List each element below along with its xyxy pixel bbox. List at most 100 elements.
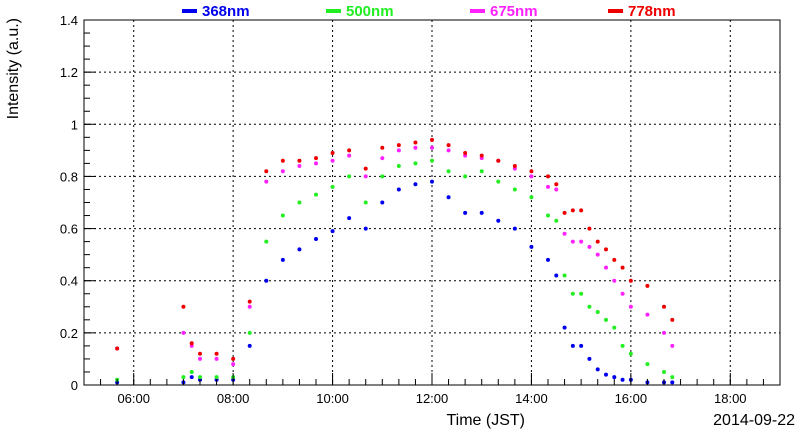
data-point-500nm <box>496 179 501 184</box>
data-point-675nm <box>570 239 575 244</box>
data-point-675nm <box>347 153 352 158</box>
data-point-368nm <box>612 375 617 380</box>
data-point-500nm <box>595 310 600 314</box>
data-point-500nm <box>446 169 451 174</box>
data-point-675nm <box>264 179 269 184</box>
data-point-500nm <box>463 174 468 179</box>
data-point-675nm <box>662 330 666 335</box>
data-point-778nm <box>198 351 202 356</box>
data-point-675nm <box>670 343 675 348</box>
data-point-500nm <box>380 174 385 179</box>
data-point-500nm <box>247 330 252 335</box>
data-point-500nm <box>430 158 434 163</box>
series-500nm <box>115 158 675 382</box>
data-point-368nm <box>189 375 194 380</box>
x-tick-label: 14:00 <box>515 391 548 406</box>
data-point-500nm <box>280 213 285 218</box>
data-point-778nm <box>115 346 120 351</box>
data-point-778nm <box>662 304 666 309</box>
legend: 368nm 500nm 675nm 778nm <box>182 3 676 20</box>
data-point-368nm <box>670 380 675 385</box>
data-point-778nm <box>670 317 675 322</box>
data-point-778nm <box>330 150 335 155</box>
data-point-675nm <box>612 278 617 283</box>
data-point-675nm <box>330 158 335 163</box>
data-point-778nm <box>628 278 633 283</box>
data-point-368nm <box>297 247 302 252</box>
y-tick-label: 0 <box>71 378 78 393</box>
y-tick-label: 1.4 <box>60 13 78 28</box>
y-tick-label: 0.8 <box>60 169 78 184</box>
data-point-675nm <box>413 145 418 150</box>
data-point-368nm <box>396 187 401 192</box>
y-tick-label: 0.2 <box>60 326 78 341</box>
data-point-778nm <box>529 169 534 174</box>
series-675nm <box>115 145 675 367</box>
data-point-675nm <box>579 239 584 244</box>
data-point-778nm <box>231 356 236 361</box>
data-point-368nm <box>463 210 468 215</box>
data-point-500nm <box>347 174 352 179</box>
data-point-500nm <box>546 213 550 218</box>
data-point-675nm <box>645 312 650 317</box>
data-point-675nm <box>446 148 451 153</box>
data-point-778nm <box>562 210 567 215</box>
series-778nm <box>115 137 675 361</box>
data-point-500nm <box>330 184 335 189</box>
data-point-368nm <box>512 226 517 231</box>
data-point-500nm <box>670 375 675 380</box>
data-point-368nm <box>363 226 368 231</box>
data-point-675nm <box>231 362 236 367</box>
data-point-675nm <box>620 291 625 296</box>
data-point-675nm <box>380 156 385 161</box>
data-point-368nm <box>587 356 592 361</box>
data-point-500nm <box>396 164 401 168</box>
data-point-368nm <box>570 343 575 348</box>
y-tick-label: 0.6 <box>60 222 78 237</box>
x-tick-label: 08:00 <box>217 391 250 406</box>
x-axis-title: Time (JST) <box>446 412 525 429</box>
data-point-675nm <box>562 231 567 236</box>
y-tick-label: 0.4 <box>60 274 78 289</box>
data-point-778nm <box>554 182 559 187</box>
data-point-368nm <box>330 229 335 234</box>
legend-label-675nm: 675nm <box>490 3 538 20</box>
data-point-778nm <box>479 153 484 158</box>
data-point-368nm <box>280 257 285 262</box>
data-point-500nm <box>612 325 617 330</box>
data-point-368nm <box>604 372 608 377</box>
data-point-778nm <box>314 156 318 161</box>
data-point-368nm <box>496 218 501 223</box>
data-point-500nm <box>198 375 202 380</box>
data-point-500nm <box>363 200 368 205</box>
data-point-778nm <box>214 351 219 356</box>
grid-lines <box>84 20 780 385</box>
data-point-778nm <box>446 143 451 148</box>
data-point-500nm <box>479 169 484 174</box>
data-point-368nm <box>314 237 318 241</box>
data-point-778nm <box>396 143 401 148</box>
y-tick-label: 1.2 <box>60 65 78 80</box>
data-point-675nm <box>430 145 434 150</box>
data-point-368nm <box>579 343 584 348</box>
data-point-675nm <box>297 164 302 168</box>
data-point-500nm <box>181 375 186 380</box>
data-point-778nm <box>579 208 584 213</box>
legend-label-368nm: 368nm <box>202 3 250 20</box>
x-tick-label: 16:00 <box>615 391 648 406</box>
data-point-778nm <box>264 169 269 174</box>
data-point-500nm <box>264 239 269 244</box>
legend-label-500nm: 500nm <box>346 3 394 20</box>
data-point-778nm <box>181 304 186 309</box>
data-point-500nm <box>570 291 575 296</box>
data-point-368nm <box>430 179 434 184</box>
data-point-368nm <box>529 244 534 249</box>
data-point-778nm <box>595 239 600 244</box>
data-point-368nm <box>380 200 385 205</box>
data-point-500nm <box>214 375 219 380</box>
data-point-500nm <box>314 192 318 197</box>
data-point-675nm <box>198 356 202 361</box>
data-point-368nm <box>546 257 550 262</box>
